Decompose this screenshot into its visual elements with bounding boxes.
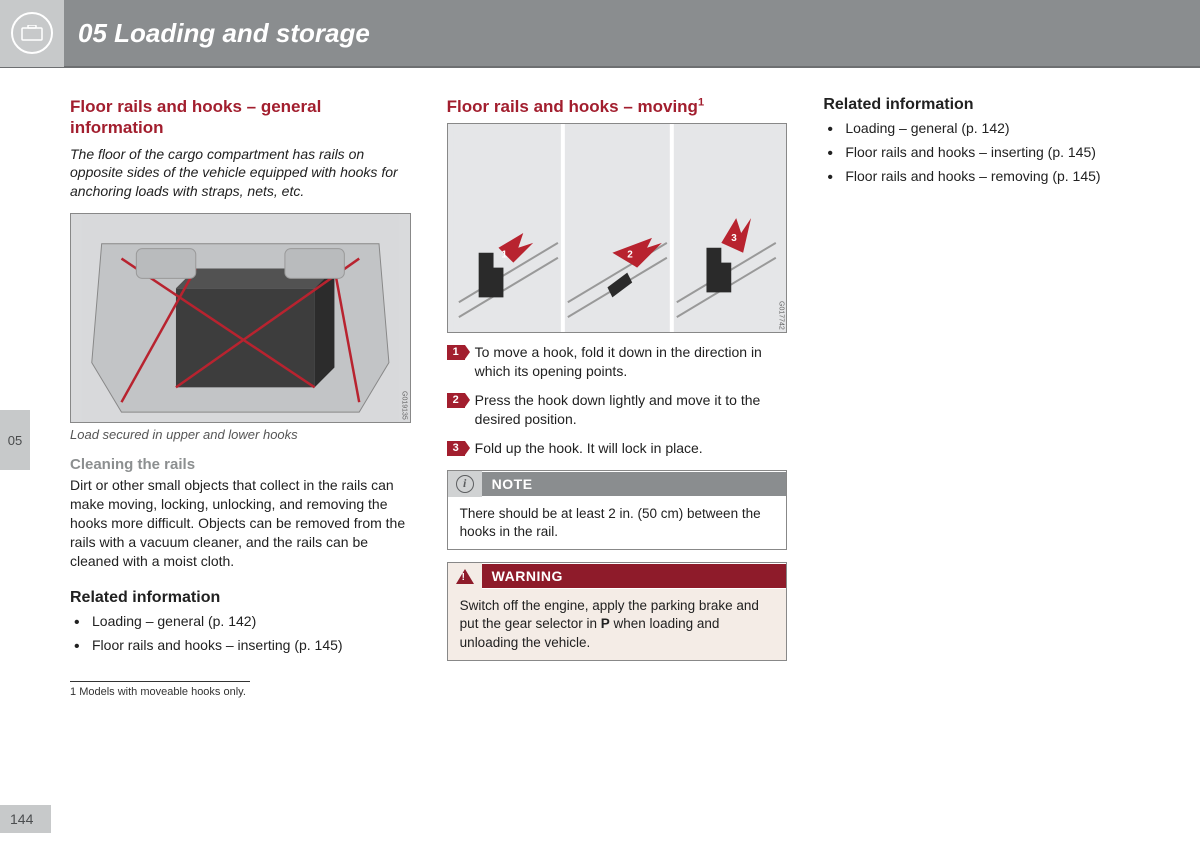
section-heading: Floor rails and hooks – general informat…: [70, 96, 411, 139]
list-item: Loading – general (p. 142): [823, 118, 1164, 139]
column-3: Related information Loading – general (p…: [823, 96, 1164, 661]
content-area: Floor rails and hooks – general informat…: [0, 68, 1200, 661]
warning-icon: !: [448, 563, 482, 589]
page-number: 144: [0, 805, 51, 833]
step-text: Press the hook down lightly and move it …: [475, 391, 788, 429]
step-number-icon: 3: [447, 441, 465, 456]
suitcase-icon: [11, 12, 53, 54]
chapter-title: 05 Loading and storage: [78, 18, 370, 49]
image-ref-code: G019135: [401, 391, 408, 420]
callout-header: i NOTE: [448, 471, 787, 497]
step-text: To move a hook, fold it down in the dire…: [475, 343, 788, 381]
subheading-cleaning: Cleaning the rails: [70, 456, 411, 473]
step-1: 1 To move a hook, fold it down in the di…: [447, 343, 788, 381]
footnote: 1 Models with moveable hooks only.: [70, 686, 1200, 698]
list-item: Floor rails and hooks – removing (p. 145…: [823, 166, 1164, 187]
related-heading: Related information: [823, 96, 1164, 114]
heading-text: Floor rails and hooks – moving: [447, 97, 698, 116]
column-1: Floor rails and hooks – general informat…: [70, 96, 411, 661]
info-icon: i: [448, 471, 482, 497]
list-item: Floor rails and hooks – inserting (p. 14…: [70, 635, 411, 656]
related-list-3: Loading – general (p. 142) Floor rails a…: [823, 118, 1164, 187]
callout-header: ! WARNING: [448, 563, 787, 589]
footnote-marker: 1: [70, 686, 76, 698]
section-heading: Floor rails and hooks – moving1: [447, 96, 788, 117]
step-2: 2 Press the hook down lightly and move i…: [447, 391, 788, 429]
note-callout: i NOTE There should be at least 2 in. (5…: [447, 470, 788, 550]
callout-title: NOTE: [482, 472, 787, 496]
related-heading: Related information: [70, 589, 411, 607]
step-text: Fold up the hook. It will lock in place.: [475, 439, 703, 458]
figure-caption: Load secured in upper and lower hooks: [70, 427, 411, 442]
svg-text:1: 1: [501, 250, 507, 261]
warning-callout: ! WARNING Switch off the engine, apply t…: [447, 562, 788, 661]
list-item: Floor rails and hooks – inserting (p. 14…: [823, 142, 1164, 163]
callout-title: WARNING: [482, 564, 787, 588]
svg-text:2: 2: [627, 250, 633, 261]
callout-body: There should be at least 2 in. (50 cm) b…: [448, 497, 787, 549]
intro-text: The floor of the cargo compartment has r…: [70, 145, 411, 202]
step-list: 1 To move a hook, fold it down in the di…: [447, 343, 788, 457]
step-number-icon: 2: [447, 393, 465, 408]
callout-body: Switch off the engine, apply the parking…: [448, 589, 787, 660]
footnote-text: Models with moveable hooks only.: [79, 686, 246, 698]
chapter-side-tab: 05: [0, 410, 30, 470]
header-icon-box: [0, 0, 64, 67]
figure-hook-steps: 1 2 3 G017742: [447, 123, 788, 333]
figure-cargo-load: G019135: [70, 213, 411, 423]
heading-sup: 1: [698, 96, 704, 108]
svg-text:3: 3: [731, 233, 737, 244]
image-ref-code: G017742: [777, 301, 784, 330]
cleaning-text: Dirt or other small objects that collect…: [70, 476, 411, 570]
footnote-rule: [70, 681, 250, 682]
column-2: Floor rails and hooks – moving1: [447, 96, 788, 661]
related-list-1: Loading – general (p. 142) Floor rails a…: [70, 611, 411, 656]
step-3: 3 Fold up the hook. It will lock in plac…: [447, 439, 788, 458]
list-item: Loading – general (p. 142): [70, 611, 411, 632]
page-header: 05 Loading and storage: [0, 0, 1200, 68]
step-number-icon: 1: [447, 345, 465, 360]
